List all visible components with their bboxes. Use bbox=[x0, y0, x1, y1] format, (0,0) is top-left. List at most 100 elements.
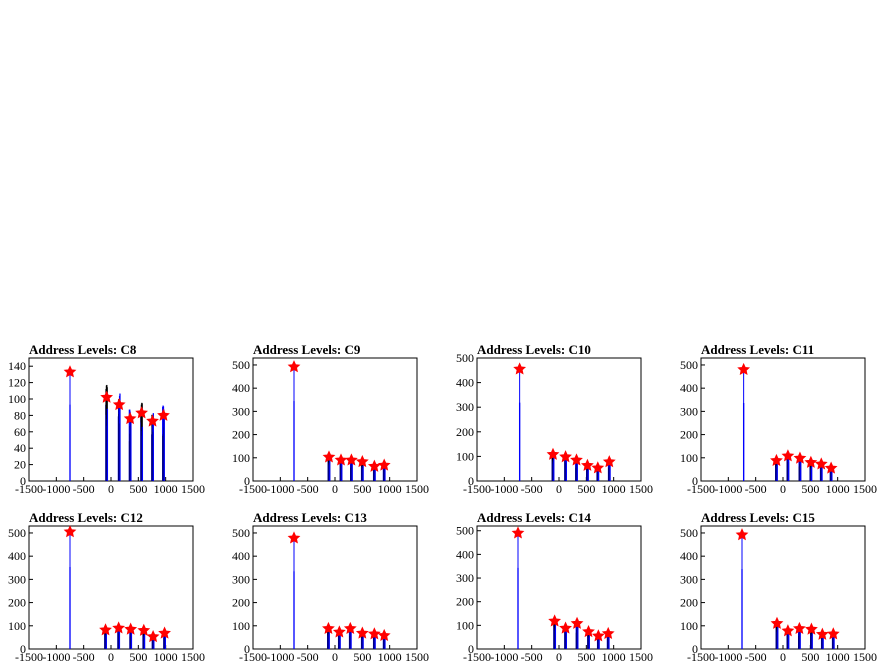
chart-panel-8: Address Levels: C15 -1500 -1000 -500 0 500 100… bbox=[680, 510, 877, 664]
plot-frame bbox=[476, 357, 642, 482]
x-tick-label: 1500 bbox=[405, 650, 429, 664]
peak-marker bbox=[559, 621, 572, 634]
chart-title: Address Levels: C14 bbox=[477, 510, 591, 525]
peak-marker bbox=[793, 451, 807, 464]
x-tick-label: -1500 bbox=[15, 482, 43, 496]
peak-marker bbox=[826, 627, 840, 640]
y-tick-label: 0 bbox=[692, 474, 698, 488]
peak-marker bbox=[770, 453, 783, 467]
x-tick-label: -1500 bbox=[239, 650, 267, 664]
peak-marker bbox=[367, 459, 381, 472]
x-tick-label: 1000 bbox=[378, 482, 402, 496]
peak-marker bbox=[123, 411, 137, 425]
x-tick-label: 1000 bbox=[154, 482, 178, 496]
y-tick-label: 300 bbox=[680, 404, 698, 418]
peak-marker bbox=[781, 449, 795, 462]
y-tick-label: 100 bbox=[680, 619, 698, 633]
chart-panel-4: Address Levels: C11 -1500 -1000 -500 0 500 100… bbox=[680, 342, 877, 496]
x-tick-label: 1500 bbox=[629, 482, 653, 496]
x-tick-label: -1000 bbox=[266, 482, 294, 496]
y-tick-label: 200 bbox=[8, 596, 26, 610]
y-tick-label: 40 bbox=[14, 441, 26, 455]
peak-marker bbox=[345, 453, 358, 466]
y-tick-label: 300 bbox=[456, 400, 474, 414]
x-tick-label: -500 bbox=[745, 482, 767, 496]
x-tick-label: 1000 bbox=[826, 650, 850, 664]
x-tick-label: 1500 bbox=[181, 650, 205, 664]
x-tick-label: 0 bbox=[108, 650, 114, 664]
y-tick-label: 300 bbox=[232, 404, 250, 418]
x-tick-label: 0 bbox=[780, 650, 786, 664]
peak-marker bbox=[548, 614, 562, 627]
x-tick-label: 0 bbox=[332, 482, 338, 496]
peak-marker bbox=[546, 447, 560, 460]
chart-panel-6: Address Levels: C13 -1500 -1000 -500 0 500 100… bbox=[232, 510, 429, 664]
peak-marker bbox=[377, 628, 391, 641]
peak-marker bbox=[781, 624, 795, 637]
peak-marker bbox=[355, 455, 369, 468]
y-tick-label: 500 bbox=[680, 358, 698, 372]
chart-title: Address Levels: C12 bbox=[29, 510, 143, 525]
y-tick-label: 400 bbox=[232, 549, 250, 563]
chart-title: Address Levels: C8 bbox=[29, 342, 137, 357]
x-tick-label: 0 bbox=[332, 650, 338, 664]
y-tick-label: 100 bbox=[232, 451, 250, 465]
y-tick-label: 300 bbox=[680, 572, 698, 586]
y-tick-label: 500 bbox=[456, 524, 474, 538]
y-tick-label: 300 bbox=[232, 572, 250, 586]
x-tick-label: -1500 bbox=[687, 482, 715, 496]
peak-marker bbox=[157, 408, 170, 421]
chart-panel-7: Address Levels: C14 -1500 -1000 -500 0 500 100… bbox=[456, 510, 653, 664]
peak-marker bbox=[815, 627, 829, 640]
peak-marker bbox=[814, 457, 828, 470]
peak-marker bbox=[805, 622, 818, 635]
x-tick-label: -1500 bbox=[239, 482, 267, 496]
y-tick-label: 0 bbox=[244, 474, 250, 488]
chart-panel-1: Address Levels: C8-1500 -1000 -500 0 500 1000… bbox=[8, 342, 205, 496]
chart-panel-2: Address Levels: C9-1500 -1000 -500 0 500 1000… bbox=[232, 342, 429, 496]
x-tick-label: 500 bbox=[801, 650, 819, 664]
x-tick-label: 0 bbox=[780, 482, 786, 496]
plot-frame bbox=[28, 525, 194, 650]
y-tick-label: 0 bbox=[468, 474, 474, 488]
peak-marker bbox=[793, 621, 806, 635]
x-tick-label: 1500 bbox=[181, 482, 205, 496]
peak-marker bbox=[332, 625, 346, 638]
x-tick-label: 1500 bbox=[405, 482, 429, 496]
peak-marker bbox=[287, 531, 301, 544]
x-tick-label: -1000 bbox=[714, 482, 742, 496]
x-tick-label: 500 bbox=[801, 482, 819, 496]
x-tick-label: 1000 bbox=[602, 482, 626, 496]
x-tick-label: 500 bbox=[577, 482, 595, 496]
x-tick-label: -1500 bbox=[463, 650, 491, 664]
y-tick-label: 400 bbox=[8, 549, 26, 563]
peak-marker bbox=[135, 406, 148, 419]
y-tick-label: 100 bbox=[680, 451, 698, 465]
peak-marker bbox=[770, 616, 784, 629]
x-tick-label: 0 bbox=[556, 650, 562, 664]
peak-marker bbox=[355, 626, 369, 639]
y-tick-label: 400 bbox=[680, 549, 698, 563]
y-tick-label: 100 bbox=[232, 619, 250, 633]
x-tick-label: -500 bbox=[73, 650, 95, 664]
y-tick-label: 200 bbox=[456, 595, 474, 609]
y-tick-label: 200 bbox=[680, 596, 698, 610]
chart-panel-3: Address Levels: C10 -1500 -1000 -500 0 500 100… bbox=[456, 342, 653, 496]
peak-marker bbox=[824, 461, 838, 474]
y-tick-label: 500 bbox=[456, 351, 474, 365]
y-tick-label: 500 bbox=[680, 526, 698, 540]
x-tick-label: 1000 bbox=[602, 650, 626, 664]
x-tick-label: 500 bbox=[129, 482, 147, 496]
peak-marker bbox=[146, 629, 160, 643]
peak-marker bbox=[570, 616, 584, 629]
peak-marker bbox=[737, 362, 751, 376]
y-tick-label: 500 bbox=[232, 358, 250, 372]
x-tick-label: -500 bbox=[745, 650, 767, 664]
x-tick-label: 1000 bbox=[826, 482, 850, 496]
y-tick-label: 500 bbox=[232, 526, 250, 540]
x-tick-label: 0 bbox=[556, 482, 562, 496]
peak-marker bbox=[124, 622, 138, 635]
chart-panel-5: Address Levels: C12 -1500 -1000 -500 0 500 100… bbox=[8, 510, 205, 664]
peak-marker bbox=[601, 626, 615, 640]
